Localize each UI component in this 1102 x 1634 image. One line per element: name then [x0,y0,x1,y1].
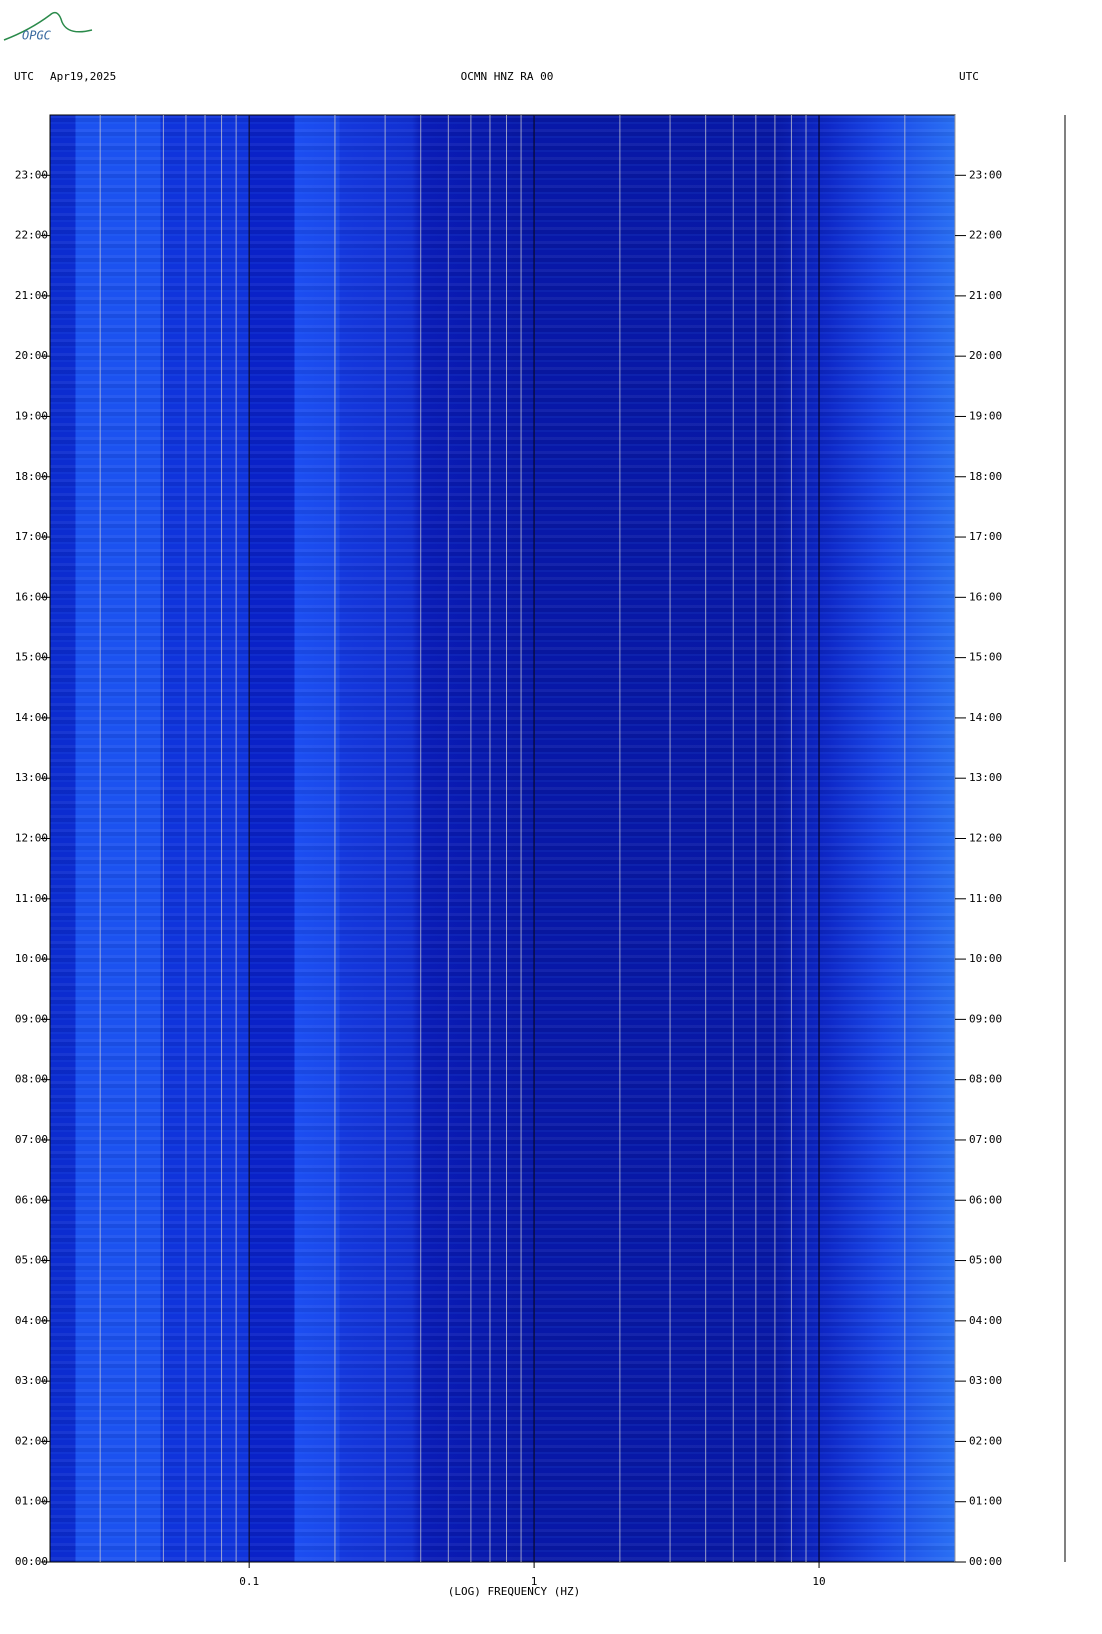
y-tick-label-left: 02:00 [15,1434,48,1447]
logo: OPGC [22,29,52,43]
y-tick-label-left: 07:00 [15,1133,48,1146]
right-label: UTC [959,70,979,83]
y-tick-label-left: 01:00 [15,1495,48,1508]
y-tick-label-right: 19:00 [969,409,1002,422]
y-tick-label-right: 03:00 [969,1374,1002,1387]
y-tick-label-right: 10:00 [969,952,1002,965]
y-tick-label-left: 09:00 [15,1012,48,1025]
y-tick-label-left: 13:00 [15,771,48,784]
y-tick-label-left: 16:00 [15,590,48,603]
x-tick-label: 0.1 [239,1575,259,1588]
y-tick-label-right: 05:00 [969,1254,1002,1267]
y-tick-label-left: 06:00 [15,1193,48,1206]
y-tick-label-right: 16:00 [969,590,1002,603]
y-tick-label-right: 00:00 [969,1555,1002,1568]
y-tick-label-left: 23:00 [15,168,48,181]
y-tick-label-left: 19:00 [15,409,48,422]
y-tick-label-left: 03:00 [15,1374,48,1387]
logo-curve [3,11,93,41]
x-tick-label: 1 [531,1575,538,1588]
x-tick-label: 10 [812,1575,825,1588]
y-tick-label-left: 18:00 [15,470,48,483]
y-tick-label-right: 22:00 [969,229,1002,242]
y-tick-label-left: 10:00 [15,952,48,965]
y-tick-label-right: 02:00 [969,1434,1002,1447]
y-tick-label-right: 04:00 [969,1314,1002,1327]
y-tick-label-left: 22:00 [15,229,48,242]
y-tick-label-left: 08:00 [15,1073,48,1086]
y-tick-label-left: 14:00 [15,711,48,724]
spectrogram-image [50,115,955,1562]
y-tick-label-right: 21:00 [969,289,1002,302]
y-tick-label-right: 09:00 [969,1012,1002,1025]
y-tick-label-left: 00:00 [15,1555,48,1568]
y-tick-label-right: 17:00 [969,530,1002,543]
y-tick-label-right: 06:00 [969,1193,1002,1206]
y-tick-label-left: 05:00 [15,1254,48,1267]
y-tick-label-left: 11:00 [15,892,48,905]
date: Apr19,2025 [50,70,116,83]
y-tick-label-right: 01:00 [969,1495,1002,1508]
y-tick-label-left: 15:00 [15,651,48,664]
y-tick-label-right: 12:00 [969,832,1002,845]
y-tick-label-left: 20:00 [15,349,48,362]
chart-title: OCMN HNZ RA 00 [461,70,554,83]
y-tick-label-right: 15:00 [969,651,1002,664]
x-axis-label: (LOG) FREQUENCY (HZ) [448,1585,580,1598]
y-tick-label-right: 08:00 [969,1073,1002,1086]
y-tick-label-right: 23:00 [969,168,1002,181]
y-tick-label-left: 21:00 [15,289,48,302]
y-tick-label-left: 17:00 [15,530,48,543]
y-tick-label-right: 13:00 [969,771,1002,784]
y-tick-label-right: 18:00 [969,470,1002,483]
y-tick-label-right: 20:00 [969,349,1002,362]
y-tick-label-right: 14:00 [969,711,1002,724]
y-tick-label-right: 07:00 [969,1133,1002,1146]
y-tick-label-left: 12:00 [15,832,48,845]
left-label: UTC [14,70,34,83]
y-tick-label-right: 11:00 [969,892,1002,905]
y-tick-label-left: 04:00 [15,1314,48,1327]
